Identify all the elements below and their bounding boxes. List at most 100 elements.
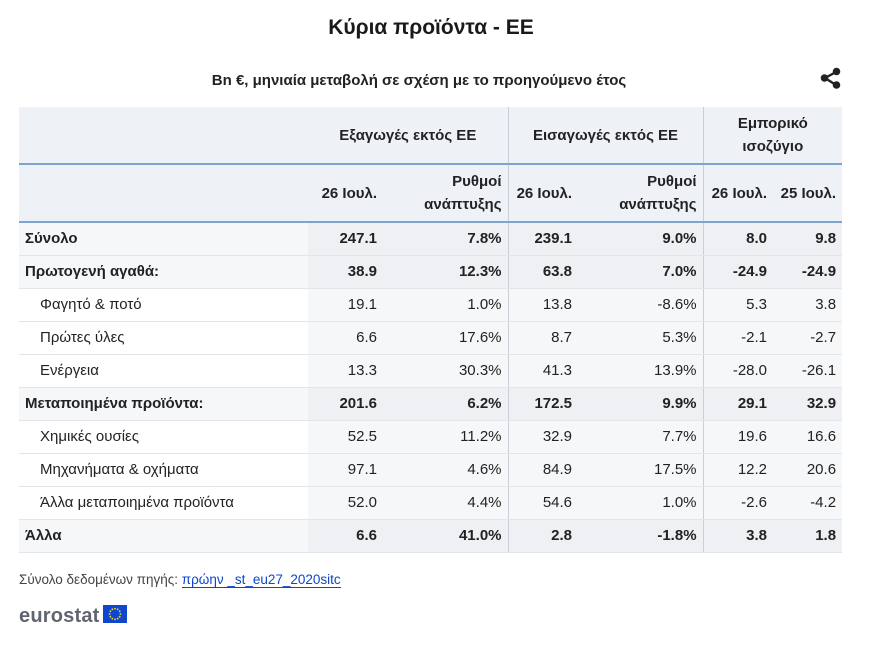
header-exports-growth-line2: ανάπτυξης [424,196,502,213]
row-label: Πρωτογενή αγαθά: [19,255,308,289]
table-cell: 54.6 [507,486,579,520]
table-cell: 97.1 [308,453,383,487]
header-empty-cell [19,164,308,222]
table-cell: 41.0% [383,519,509,553]
table-cell: 3.8 [702,519,774,553]
flag-star [113,618,116,620]
table-row: Άλλα 6.6 41.0% 2.8 -1.8% 3.8 1.8 [19,519,843,553]
row-label: Ενέργεια [19,354,308,388]
table-cell: -1.8% [578,519,704,553]
table-cell: 8.0 [702,222,774,256]
table-cell: 12.2 [702,453,774,487]
table-cell: -4.2 [773,486,843,520]
table-cell: -24.9 [702,255,774,289]
table-cell: 30.3% [383,354,509,388]
table-row: Χημικές ουσίες 52.5 11.2% 32.9 7.7% 19.6 16.6 [19,420,843,454]
eurostat-logo[interactable]: eurostat [19,604,127,628]
table-cell: 3.8 [773,288,843,322]
table-cell: 7.8% [383,222,509,256]
header-group-imports: Εισαγωγές εκτός ΕΕ [507,107,704,164]
flag-star [110,607,113,610]
chart-subtitle: Bn €, μηνιαία μεταβολή σε σχέση με το πρ… [211,72,627,89]
header-exports-growth-line1: Ρυθμοί [452,173,502,190]
table-cell: 1.0% [383,288,509,322]
header-imports-value: 26 Ιουλ. [507,164,579,222]
table-cell: 9.9% [578,387,704,421]
header-imports-growth: Ρυθμοί ανάπτυξης [578,164,704,222]
header-group-row: Εξαγωγές εκτός ΕΕ Εισαγωγές εκτός ΕΕ Εμπ… [19,107,843,164]
table-cell: 201.6 [308,387,383,421]
table-cell: 6.2% [383,387,509,421]
eurostat-logo-text: eurostat [19,604,100,627]
table-row: Πρωτογενή αγαθά: 38.9 12.3% 63.8 7.0% -24.9 -2… [19,255,843,289]
row-label: Μηχανήματα & οχήματα [19,453,308,487]
table-cell: 247.1 [308,222,383,256]
table-cell: 32.9 [773,387,843,421]
header-imports-growth-line1: Ρυθμοί [647,173,697,190]
table-cell: 4.6% [383,453,509,487]
table-cell: 7.0% [578,255,704,289]
flag-star [108,612,111,615]
table-cell: 16.6 [773,420,843,454]
eu-flag-icon [102,604,127,628]
table-cell: 17.6% [383,321,509,355]
table-row: Σύνολο 247.1 7.8% 239.1 9.0% 8.0 9.8 [19,222,843,256]
table-row: Ενέργεια 13.3 30.3% 41.3 13.9% -28.0 -26.1 [19,354,843,388]
header-group-balance: Εμπορικό ισοζύγιο [702,107,843,164]
row-label: Πρώτες ύλες [19,321,308,355]
table-cell: 52.0 [308,486,383,520]
table-cell: 41.3 [507,354,579,388]
table-row: Άλλα μεταποιημένα προϊόντα 52.0 4.4% 54.6 1.… [19,486,843,520]
table-cell: 17.5% [578,453,704,487]
table-cell: 13.8 [507,288,579,322]
table-row: Φαγητό & ποτό 19.1 1.0% 13.8 -8.6% 5.3 3.8 [19,288,843,322]
flag-star [116,617,119,620]
table-cell: 7.7% [578,420,704,454]
table-cell: 9.0% [578,222,704,256]
chart-title: Κύρια προϊόντα - ΕΕ [328,16,534,39]
row-label: Φαγητό & ποτό [19,288,308,322]
table-cell: 13.3 [308,354,383,388]
table-row: Μηχανήματα & οχήματα 97.1 4.6% 84.9 17.5% 12.… [19,453,843,487]
table-cell: 29.1 [702,387,774,421]
row-label: Χημικές ουσίες [19,420,308,454]
table-cell: -24.9 [773,255,843,289]
table-cell: 19.1 [308,288,383,322]
table-row: Πρώτες ύλες 6.6 17.6% 8.7 5.3% -2.1 -2.7 [19,321,843,355]
table-cell: 20.6 [773,453,843,487]
table-cell: -2.6 [702,486,774,520]
share-icon[interactable] [816,64,846,94]
flag-star [110,617,113,620]
table-cell: 9.8 [773,222,843,256]
source-label: Σύνολο δεδομένων πηγής: [19,572,179,587]
table-cell: 38.9 [308,255,383,289]
table-cell: 1.8 [773,519,843,553]
table-cell: 63.8 [507,255,579,289]
table-cell: 19.6 [702,420,774,454]
table-cell: -28.0 [702,354,774,388]
flag-star [119,612,121,615]
table-cell: 239.1 [507,222,579,256]
header-exports-growth: Ρυθμοί ανάπτυξης [383,164,509,222]
flag-star [118,615,121,618]
row-label: Άλλα [19,519,308,553]
header-balance-current: 26 Ιουλ. [702,164,774,222]
header-empty-cell [19,107,308,164]
header-group-exports: Εξαγωγές εκτός ΕΕ [308,107,509,164]
header-group-balance-line1: Εμπορικό [737,115,808,132]
source-dataset-link[interactable]: πρώην _st_eu27_2020sitc [181,572,341,588]
flag-star [118,609,121,612]
table-cell: -2.7 [773,321,843,355]
data-table: Εξαγωγές εκτός ΕΕ Εισαγωγές εκτός ΕΕ Εμπ… [19,107,843,553]
table-cell: 13.9% [578,354,704,388]
flag-star [108,609,111,612]
row-label: Άλλα μεταποιημένα προϊόντα [19,486,308,520]
table-cell: 6.6 [308,321,383,355]
table-cell: 5.3% [578,321,704,355]
header-imports-growth-line2: ανάπτυξης [619,196,697,213]
table-cell: -8.6% [578,288,704,322]
flag-star [113,607,116,609]
table-cell: 52.5 [308,420,383,454]
table-cell: 11.2% [383,420,509,454]
table-cell: -26.1 [773,354,843,388]
